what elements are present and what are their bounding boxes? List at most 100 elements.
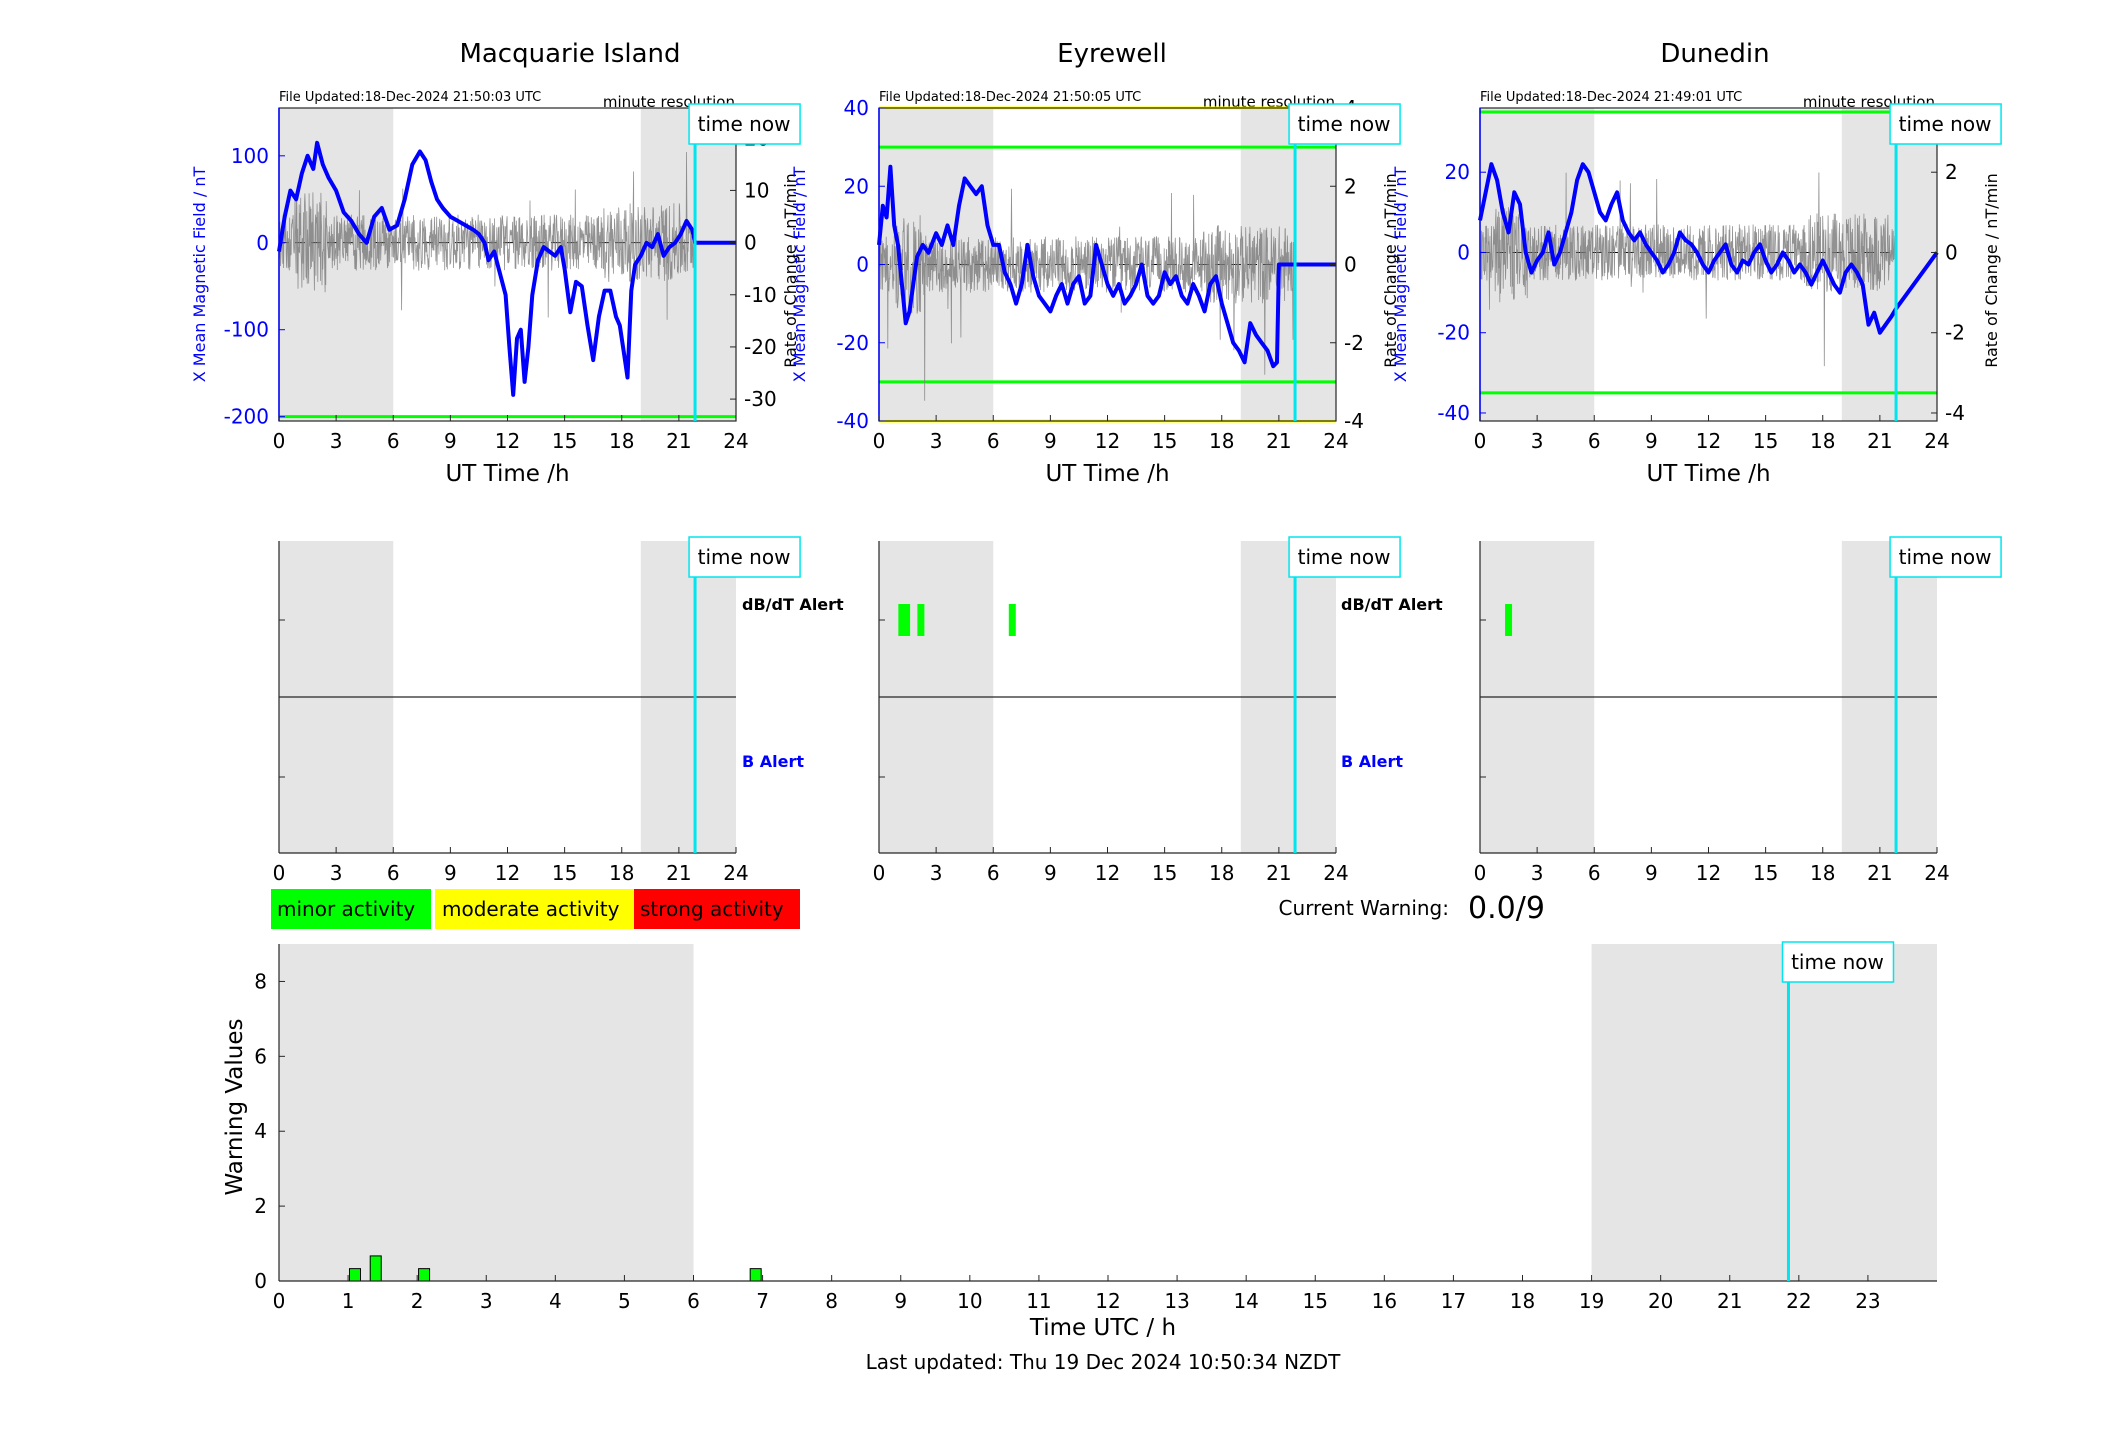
dbdt-alert-label: dB/dT Alert (1341, 595, 1443, 614)
x-axis-label: UT Time /h (445, 461, 569, 487)
y-right-tick-label: -10 (744, 283, 777, 307)
x-tick-label: 6 (987, 429, 1000, 453)
y-right-axis-label: Rate of Change / nT/min (1381, 173, 1400, 368)
x-tick-label: 11 (1026, 1289, 1051, 1313)
dbdt-alert-marker (903, 604, 911, 636)
x-tick-label: 15 (1152, 861, 1177, 885)
magnetic-field-line (877, 164, 1336, 369)
x-tick-label: 21 (1266, 861, 1291, 885)
magnetic-field-line (277, 140, 736, 397)
y-right-axis-label: Rate of Change / nT/min (781, 173, 800, 368)
x-axis-label: UT Time /h (1646, 461, 1770, 487)
rate-of-change-line (878, 188, 1296, 401)
station-title: Macquarie Island (459, 39, 680, 69)
dunedin-alert-plot: 0 3 6 9 12 15 18 21 24 time now (1474, 536, 2002, 885)
warning-bar (749, 1268, 762, 1282)
x-tick-label: 6 (1588, 429, 1601, 453)
magnetic-field-line (1478, 162, 1939, 335)
x-tick-label: 0 (273, 861, 286, 885)
x-tick-label: 2 (411, 1289, 424, 1313)
x-tick-label: 21 (666, 861, 691, 885)
x-tick-label: 15 (1152, 429, 1177, 453)
x-tick-label: 15 (1753, 429, 1778, 453)
y-right-tick-label: 2 (1945, 160, 1958, 184)
file-updated-label: File Updated:18-Dec-2024 21:50:03 UTC (279, 90, 541, 105)
x-tick-label: 4 (549, 1289, 562, 1313)
x-tick-label: 24 (1924, 861, 1949, 885)
x-tick-label: 0 (873, 861, 886, 885)
y-tick-label: 20 (1445, 160, 1470, 184)
x-tick-label: 22 (1786, 1289, 1811, 1313)
x-tick-label: 0 (273, 429, 286, 453)
x-tick-label: 14 (1233, 1289, 1258, 1313)
macquarie-field-plot: Macquarie Island File Updated:18-Dec-202… (190, 39, 801, 487)
y-right-tick-label: 0 (1344, 253, 1357, 277)
warning-bar (418, 1268, 431, 1282)
x-tick-label: 15 (1303, 1289, 1328, 1313)
x-tick-label: 1 (342, 1289, 355, 1313)
time-now-box (1889, 536, 2002, 578)
x-tick-label: 9 (1645, 429, 1658, 453)
x-tick-label: 0 (1474, 861, 1487, 885)
x-tick-label: 9 (444, 429, 457, 453)
time-now-box (688, 103, 801, 145)
y-tick-label: 20 (844, 174, 869, 198)
x-tick-label: 9 (1645, 861, 1658, 885)
y-right-tick-label: 2 (1344, 174, 1357, 198)
y-tick-label: -40 (836, 409, 869, 433)
dbdt-alert-marker (1008, 604, 1016, 636)
y-tick-label: 6 (254, 1044, 267, 1068)
y-tick-label: 0 (856, 253, 869, 277)
x-axis-label: UT Time /h (1045, 461, 1169, 487)
station-title: Eyrewell (1057, 39, 1167, 69)
dbdt-alert-marker (898, 604, 906, 636)
y-right-tick-label: -4 (1344, 409, 1364, 433)
y-tick-label: 4 (254, 1119, 267, 1143)
x-tick-label: 3 (930, 861, 943, 885)
time-now-label: time now (698, 112, 791, 136)
x-tick-label: 17 (1441, 1289, 1466, 1313)
night-shading (1591, 944, 1937, 1281)
legend-moderate-swatch (435, 889, 634, 929)
x-tick-label: 18 (1810, 861, 1835, 885)
x-tick-label: 15 (552, 861, 577, 885)
x-tick-label: 12 (495, 429, 520, 453)
bottom-y-axis-label: Warning Values (222, 1018, 248, 1195)
y-axis-label: X Mean Magnetic Field / nT (190, 167, 209, 383)
y-tick-label: 2 (254, 1194, 267, 1218)
y-right-tick-label: -30 (744, 387, 777, 411)
x-tick-label: 3 (330, 861, 343, 885)
b-alert-label: B Alert (1341, 752, 1403, 771)
bottom-x-axis-label: Time UTC / h (1029, 1315, 1176, 1341)
x-tick-label: 18 (1510, 1289, 1535, 1313)
x-tick-label: 7 (756, 1289, 769, 1313)
dbdt-alert-marker (917, 604, 925, 636)
x-tick-label: 12 (1095, 1289, 1120, 1313)
x-tick-label: 21 (1266, 429, 1291, 453)
station-title: Dunedin (1660, 39, 1769, 69)
y-axis-label: X Mean Magnetic Field / nT (1391, 167, 1410, 383)
x-tick-label: 6 (387, 429, 400, 453)
x-tick-label: 24 (1323, 861, 1348, 885)
x-tick-label: 3 (1531, 429, 1544, 453)
time-now-label: time now (1298, 112, 1391, 136)
time-now-box (1288, 103, 1401, 145)
x-tick-label: 5 (618, 1289, 631, 1313)
y-tick-label: -40 (1437, 401, 1470, 425)
x-tick-label: 3 (480, 1289, 493, 1313)
x-tick-label: 24 (723, 861, 748, 885)
x-tick-label: 3 (1531, 861, 1544, 885)
y-axis-label: X Mean Magnetic Field / nT (790, 167, 809, 383)
x-tick-label: 10 (957, 1289, 982, 1313)
x-tick-label: 9 (444, 861, 457, 885)
activity-legend: minor activity moderate activity strong … (271, 889, 800, 929)
y-tick-label: 0 (256, 231, 269, 255)
x-tick-label: 21 (1717, 1289, 1742, 1313)
y-tick-label: -100 (224, 318, 269, 342)
warning-bar (348, 1268, 361, 1282)
x-tick-label: 19 (1579, 1289, 1604, 1313)
time-now-label: time now (1899, 545, 1992, 569)
y-right-tick-label: -2 (1344, 331, 1364, 355)
x-tick-label: 3 (930, 429, 943, 453)
y-tick-label: -200 (224, 405, 269, 429)
